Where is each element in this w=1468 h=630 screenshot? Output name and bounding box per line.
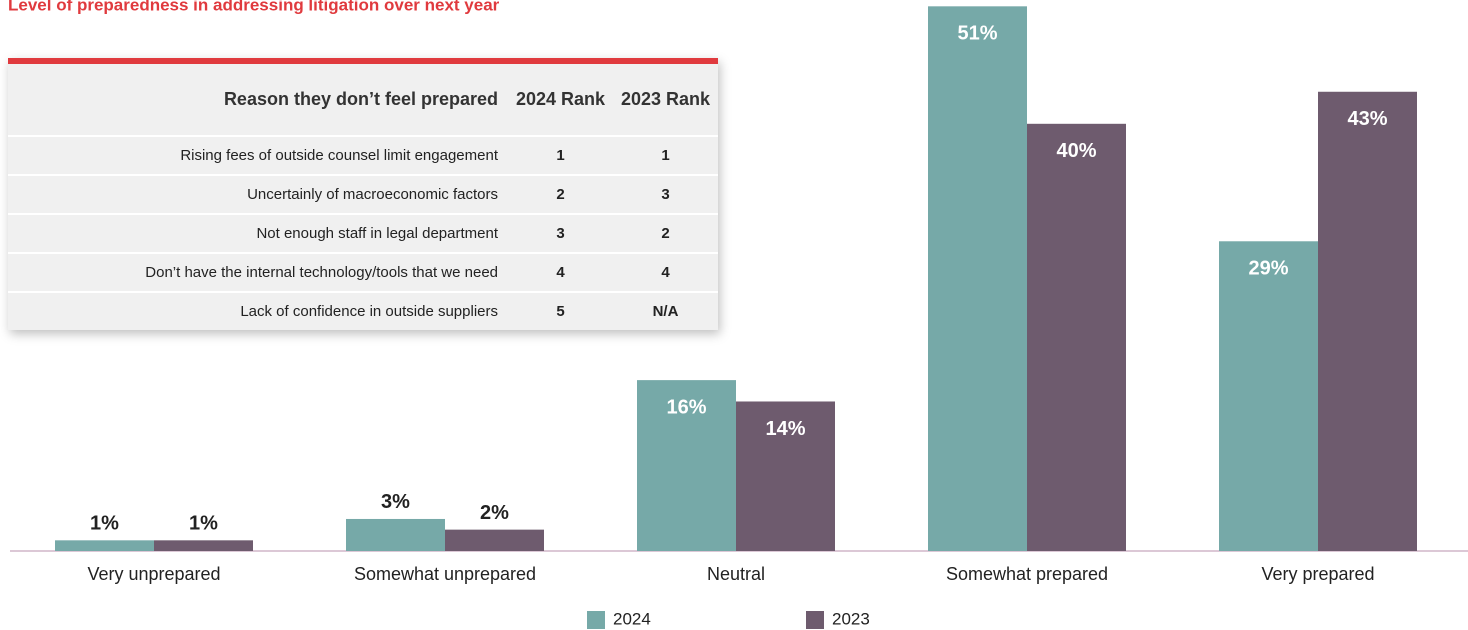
table-cell: 2 xyxy=(661,225,670,242)
table-cell: Don’t have the internal technology/tools… xyxy=(145,264,498,281)
bar xyxy=(1219,241,1318,551)
table-cell: 4 xyxy=(661,264,670,281)
legend-swatch xyxy=(587,611,605,629)
table-cell: N/A xyxy=(652,303,679,320)
value-label: 16% xyxy=(666,396,706,418)
bar xyxy=(928,6,1027,551)
table-cell: Rising fees of outside counsel limit eng… xyxy=(180,147,498,164)
table-cell: Uncertainly of macroeconomic factors xyxy=(247,186,498,203)
table-row: Uncertainly of macroeconomic factors 2 3 xyxy=(8,174,718,213)
table-row: Rising fees of outside counsel limit eng… xyxy=(8,135,718,174)
value-label: 51% xyxy=(957,23,997,45)
header-cell: 2024 Rank xyxy=(515,89,606,109)
value-label: 1% xyxy=(189,513,218,535)
value-label: 43% xyxy=(1347,108,1387,130)
bar xyxy=(637,380,736,551)
table: Reason they don’t feel prepared 2024 Rank… xyxy=(8,58,718,330)
value-label: 2% xyxy=(480,502,509,524)
x-tick-label: Very unprepared xyxy=(87,564,220,584)
table-cell: 4 xyxy=(556,264,565,281)
bar xyxy=(736,401,835,551)
table-strip xyxy=(8,58,718,64)
table-cell: 5 xyxy=(556,303,565,320)
header-cell: Reason they don’t feel prepared xyxy=(223,89,498,109)
legend-swatch xyxy=(806,611,824,629)
chart-title: Level of preparedness in addressing liti… xyxy=(8,0,500,14)
value-label: 1% xyxy=(90,513,119,535)
bar xyxy=(445,529,544,551)
value-label: 40% xyxy=(1056,140,1096,162)
bar xyxy=(55,540,154,551)
x-tick-label: Very prepared xyxy=(1261,564,1374,584)
legend-label: 2023 xyxy=(832,609,870,628)
x-tick-label: Neutral xyxy=(707,564,765,584)
x-tick-label: Somewhat unprepared xyxy=(354,564,536,584)
table-cell: 3 xyxy=(556,225,565,242)
value-label: 3% xyxy=(381,491,410,513)
table-header: Reason they don’t feel prepared 2024 Rank… xyxy=(8,64,718,135)
table-cell: 1 xyxy=(556,147,565,164)
value-label: 14% xyxy=(765,418,805,440)
legend-label: 2024 xyxy=(613,609,651,628)
table-row: Not enough staff in legal department 3 2 xyxy=(8,213,718,252)
table-cell: Lack of confidence in outside suppliers xyxy=(240,303,498,320)
table-row: Lack of confidence in outside suppliers 5… xyxy=(8,291,718,330)
table-cell: 2 xyxy=(556,186,565,203)
table-cell: 1 xyxy=(661,147,670,164)
header-cell: 2023 Rank xyxy=(620,89,711,109)
x-tick-label: Somewhat prepared xyxy=(946,564,1108,584)
table-row: Don’t have the internal technology/tools… xyxy=(8,252,718,291)
table-cell: Not enough staff in legal department xyxy=(256,225,498,242)
table-cell: 3 xyxy=(661,186,670,203)
bar xyxy=(1027,123,1126,552)
value-label: 29% xyxy=(1248,258,1288,280)
bar xyxy=(154,540,253,551)
bar xyxy=(346,518,445,551)
bar xyxy=(1318,91,1417,551)
